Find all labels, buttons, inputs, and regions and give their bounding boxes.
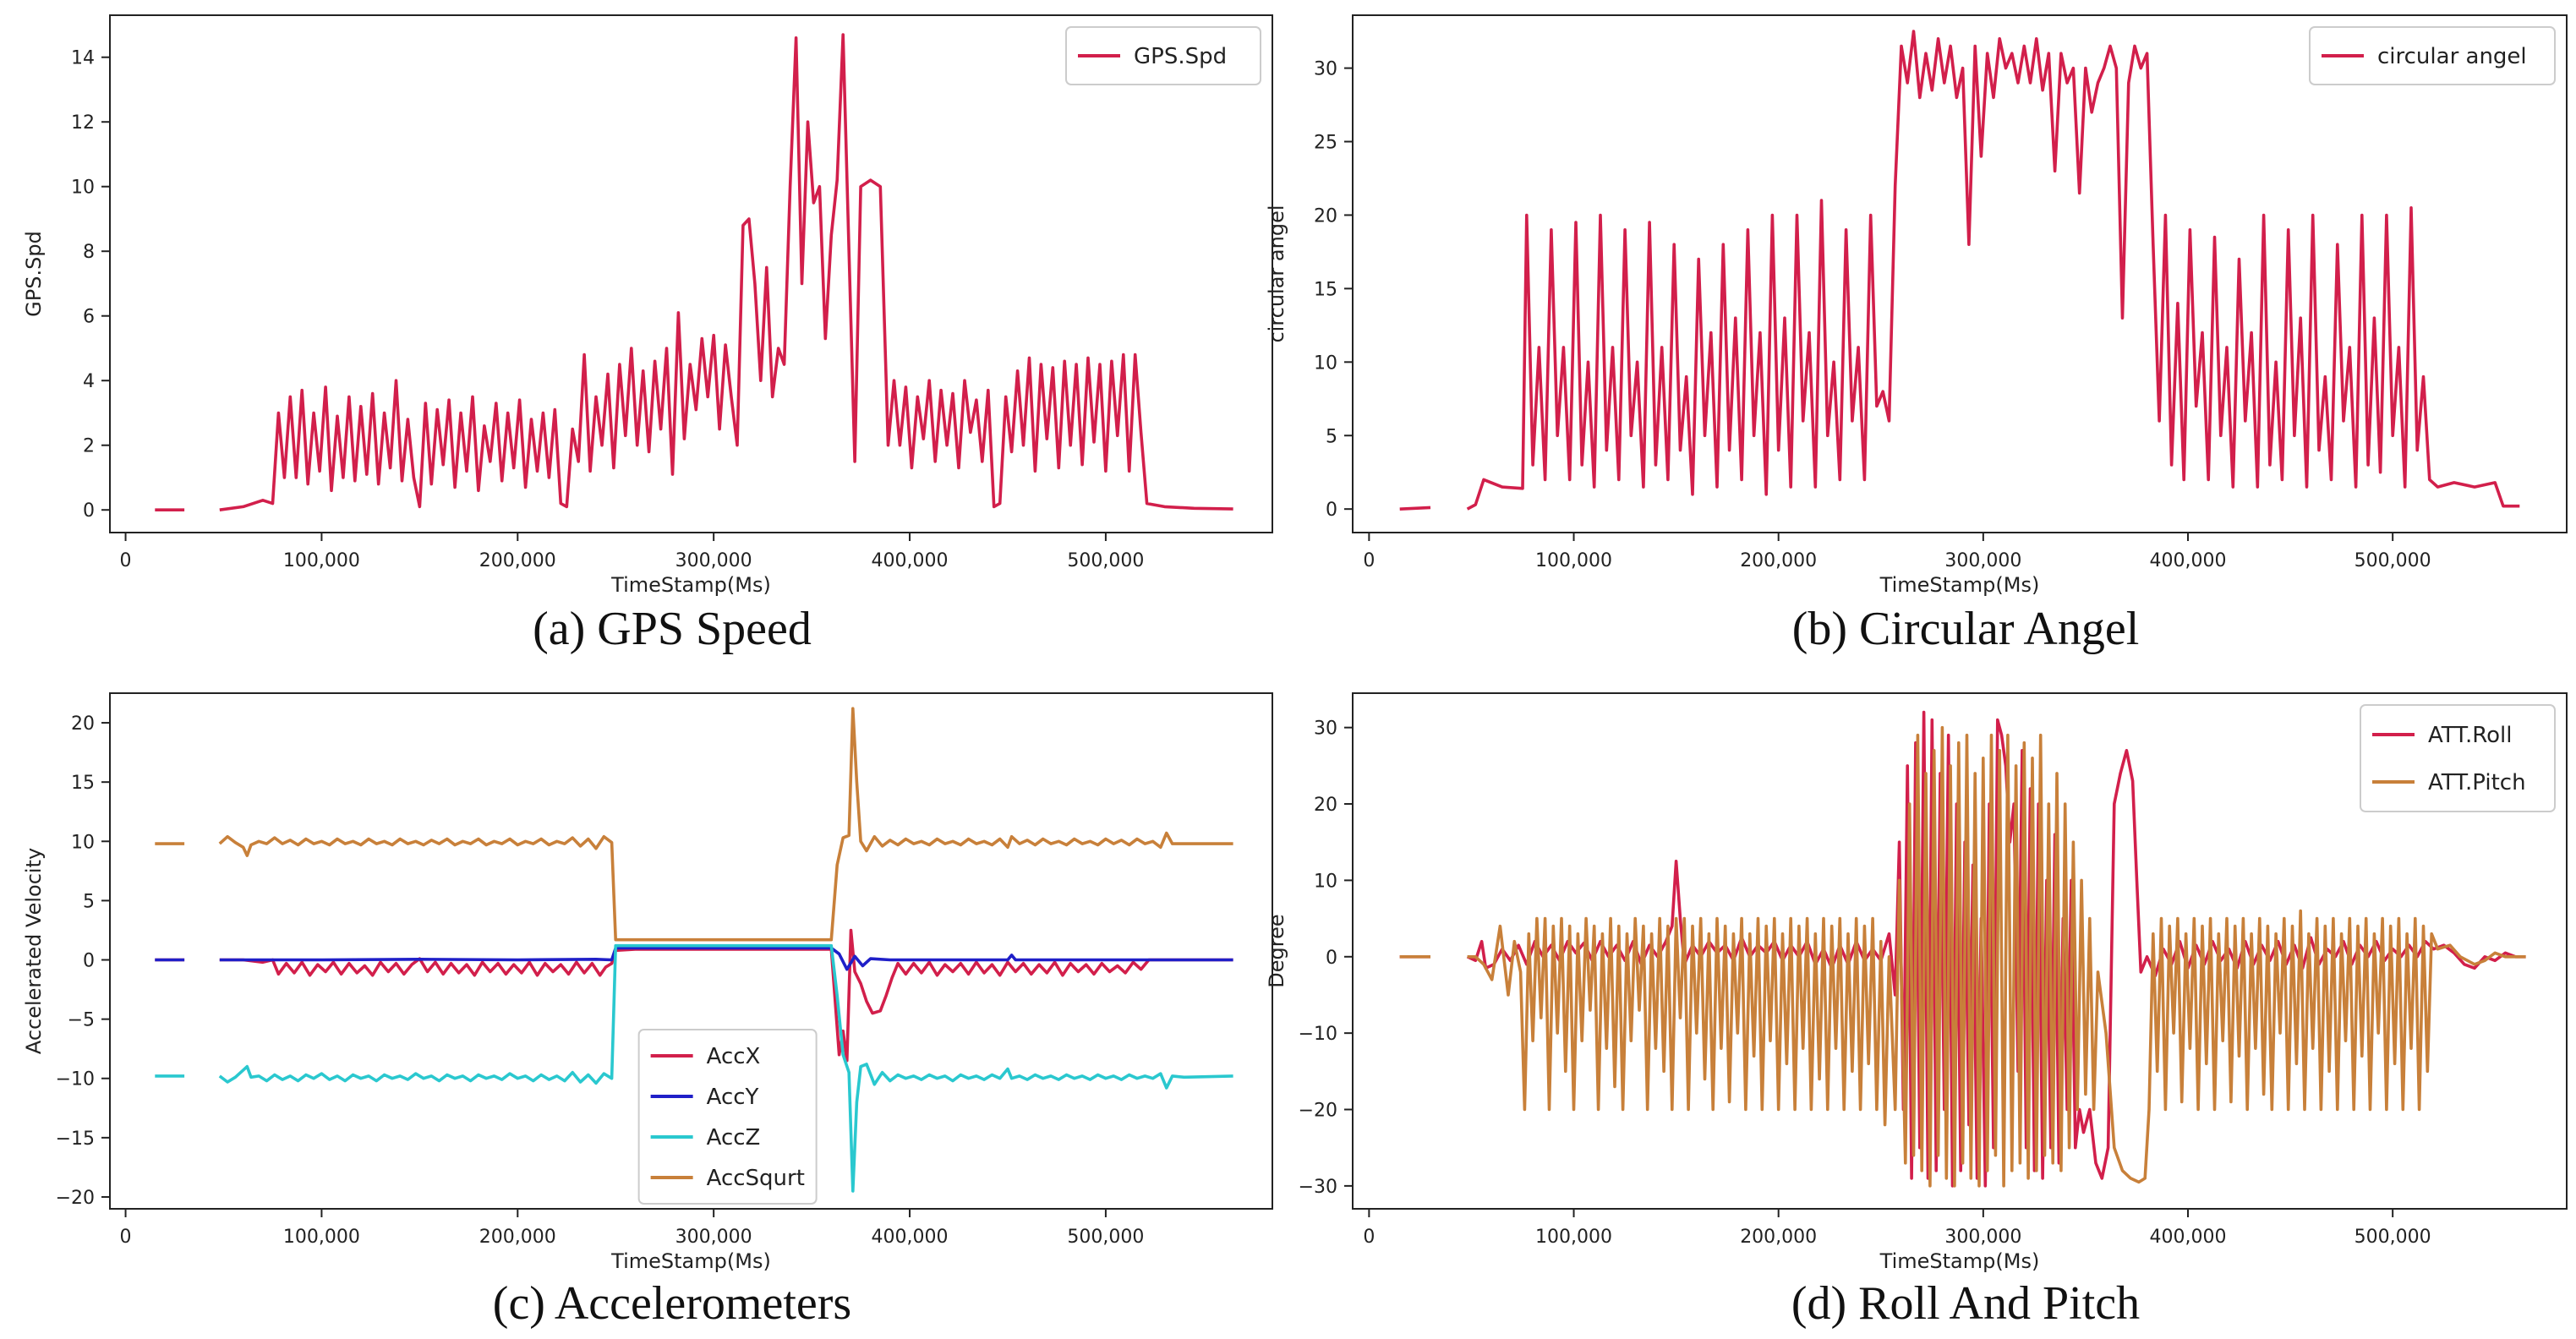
series-line-circular-angel — [1399, 30, 2520, 511]
y-tick-label: 0 — [1326, 500, 1337, 521]
y-tick-label: 25 — [1314, 133, 1337, 154]
y-tick-label: −20 — [1299, 1101, 1337, 1122]
legend: GPS.Spd — [1065, 26, 1261, 85]
y-axis-label: circular angel — [1265, 205, 1288, 342]
x-axis-label: TimeStamp(Ms) — [610, 1249, 771, 1273]
figure-caption: (a) GPS Speed — [533, 603, 812, 655]
x-axis-label: TimeStamp(Ms) — [1879, 573, 2040, 597]
legend-label: ATT.Pitch — [2428, 770, 2526, 795]
series-line-accsqurt — [155, 707, 1233, 942]
y-tick-label: 5 — [1326, 426, 1337, 447]
y-tick-label: 15 — [1314, 279, 1337, 300]
x-tick-label: 500,000 — [1067, 1227, 1144, 1248]
x-tick-label: 500,000 — [2354, 1227, 2431, 1248]
y-tick-label: 0 — [83, 500, 95, 522]
y-tick-label: 15 — [71, 773, 95, 794]
legend-label: AccY — [707, 1085, 759, 1110]
y-tick-label: 10 — [1314, 353, 1337, 374]
x-tick-label: 300,000 — [675, 1227, 752, 1248]
y-axis-label: Accelerated Velocity — [22, 848, 46, 1054]
panel-circular-angel: 0 100,000 200,000 300,000 400,000 500,000 0 5 10… — [1265, 14, 2568, 655]
x-axis-label: TimeStamp(Ms) — [610, 573, 771, 597]
y-tick-label: 20 — [71, 713, 95, 735]
legend: ATT.Roll ATT.Pitch — [2360, 704, 2556, 812]
y-tick-label: 30 — [1314, 719, 1337, 740]
y-axis-label: GPS.Spd — [22, 231, 46, 317]
y-tick-label: 10 — [1314, 871, 1337, 892]
legend-label: GPS.Spd — [1134, 44, 1227, 69]
y-tick-label: 2 — [83, 436, 95, 457]
legend: AccX AccY AccZ AccSqurt — [637, 1029, 818, 1205]
x-tick-label: 300,000 — [675, 550, 752, 571]
legend-label: AccSqurt — [707, 1166, 805, 1191]
y-tick-label: 20 — [1314, 795, 1337, 816]
y-tick-label: 20 — [1314, 205, 1337, 227]
y-tick-label: 10 — [71, 178, 95, 199]
y-tick-label: 12 — [71, 112, 95, 134]
figure-caption: (d) Roll And Pitch — [1791, 1277, 2140, 1330]
x-tick-label: 400,000 — [2150, 1227, 2227, 1248]
plot-frame — [1352, 14, 2568, 533]
legend: circular angel — [2309, 26, 2556, 85]
y-tick-label: −15 — [56, 1129, 95, 1150]
y-tick-label: −30 — [1299, 1177, 1337, 1198]
x-tick-label: 500,000 — [1067, 550, 1144, 571]
figure-caption: (c) Accelerometers — [493, 1277, 851, 1330]
y-tick-label: 0 — [1326, 948, 1337, 969]
x-tick-label: 400,000 — [2150, 550, 2227, 571]
plot-frame — [1352, 692, 2568, 1210]
legend-label: AccZ — [707, 1125, 761, 1150]
x-tick-label: 400,000 — [872, 1227, 949, 1248]
panel-gps-speed: 0 100,000 200,000 300,000 400,000 500,000 0 2 4 6… — [22, 14, 1273, 655]
legend-label: ATT.Roll — [2428, 723, 2513, 748]
x-tick-label: 0 — [1363, 1227, 1375, 1248]
series-line-att-pitch — [1399, 725, 2526, 1188]
x-tick-label: 200,000 — [479, 1227, 556, 1248]
series-line-gps-spd — [155, 33, 1233, 511]
y-tick-label: 5 — [83, 891, 95, 912]
x-tick-label: 300,000 — [1944, 1227, 2021, 1248]
legend-label: circular angel — [2377, 44, 2527, 69]
y-tick-label: −10 — [1299, 1024, 1337, 1045]
y-tick-label: −20 — [56, 1188, 95, 1209]
x-tick-label: 400,000 — [872, 550, 949, 571]
panel-roll-and-pitch: 0 100,000 200,000 300,000 400,000 500,000 −30 −… — [1265, 692, 2568, 1330]
x-axis-label: TimeStamp(Ms) — [1879, 1249, 2040, 1273]
x-tick-label: 100,000 — [283, 1227, 360, 1248]
legend-label: AccX — [707, 1044, 761, 1069]
y-tick-label: 30 — [1314, 59, 1337, 80]
y-tick-label: 0 — [83, 951, 95, 972]
plot-frame — [109, 14, 1273, 533]
x-tick-label: 500,000 — [2354, 550, 2431, 571]
series-line-accz — [155, 943, 1233, 1193]
y-tick-label: 6 — [83, 307, 95, 328]
x-tick-label: 100,000 — [283, 550, 360, 571]
plot-frame — [109, 692, 1273, 1210]
x-tick-label: 300,000 — [1944, 550, 2021, 571]
y-tick-label: 8 — [83, 242, 95, 263]
y-tick-label: 4 — [83, 371, 95, 392]
x-tick-label: 100,000 — [1535, 1227, 1612, 1248]
y-axis-label: Degree — [1265, 914, 1288, 987]
y-tick-label: 10 — [71, 832, 95, 853]
x-tick-label: 0 — [120, 1227, 132, 1248]
series-line-accy — [155, 946, 1233, 971]
panel-accelerometers: 0 100,000 200,000 300,000 400,000 500,000 −20 −… — [22, 692, 1273, 1330]
y-tick-label: −5 — [68, 1010, 95, 1031]
figure-caption: (b) Circular Angel — [1792, 603, 2140, 655]
x-tick-label: 200,000 — [479, 550, 556, 571]
x-tick-label: 100,000 — [1535, 550, 1612, 571]
y-tick-label: 14 — [71, 48, 95, 69]
x-tick-label: 0 — [1363, 550, 1375, 571]
x-tick-label: 0 — [120, 550, 132, 571]
y-tick-label: −10 — [56, 1069, 95, 1090]
x-tick-label: 200,000 — [1740, 1227, 1817, 1248]
x-tick-label: 200,000 — [1740, 550, 1817, 571]
